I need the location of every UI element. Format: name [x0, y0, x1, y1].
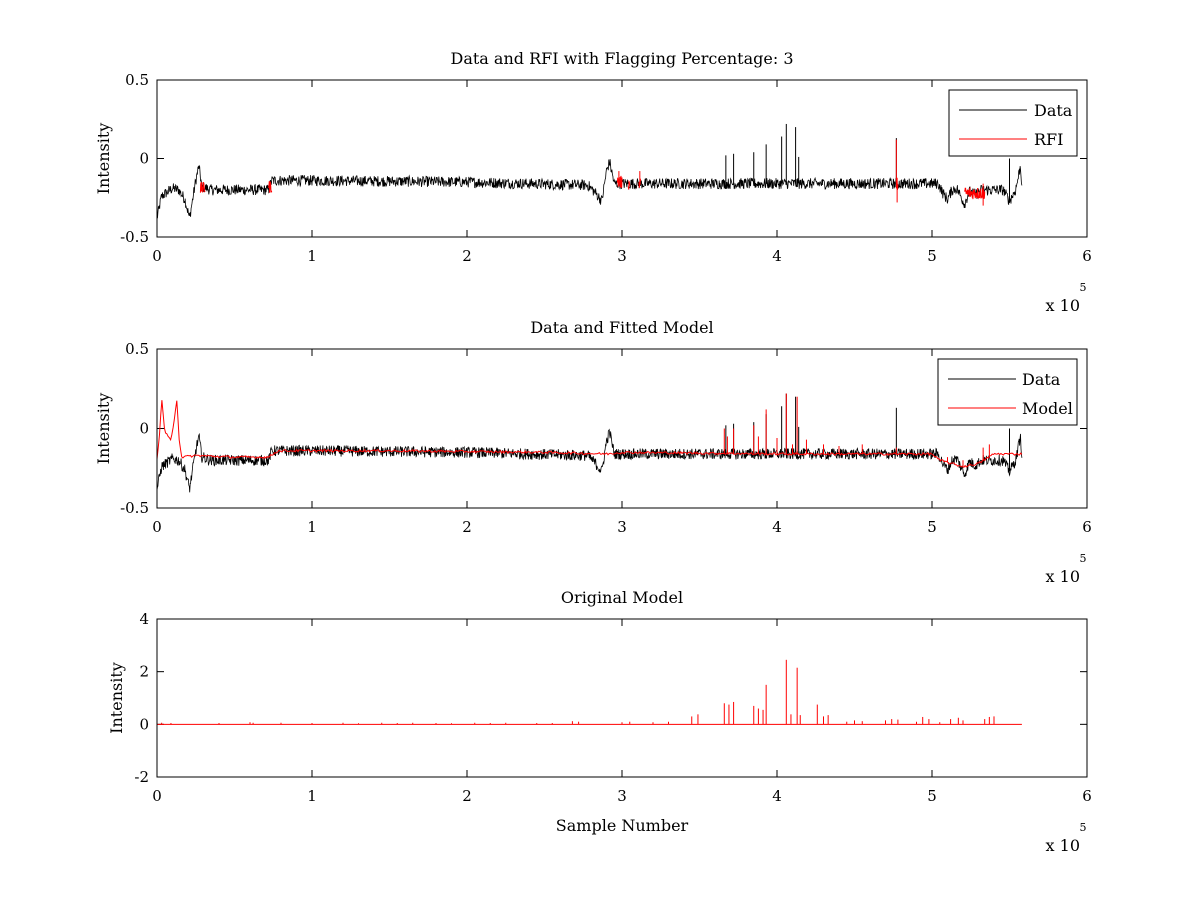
legend-label-data: Data — [1022, 370, 1061, 389]
legend-label-model: Model — [1022, 399, 1073, 418]
x-axis-multiplier: x 10 — [1046, 567, 1080, 586]
x-tick-label: 0 — [152, 787, 162, 805]
legend-box — [948, 89, 1078, 157]
y-tick-label: -2 — [134, 768, 149, 786]
plot-frame — [156, 618, 1088, 778]
y-axis-label: Intensity — [94, 393, 113, 465]
x-tick-label: 4 — [772, 247, 782, 265]
legend: Data Model — [937, 358, 1078, 426]
series-rfi-segment — [268, 181, 273, 193]
x-axis-multiplier: x 10 — [1046, 296, 1080, 315]
y-tick-label: 4 — [139, 610, 149, 628]
x-tick-label: 6 — [1082, 518, 1092, 536]
x-tick-label: 4 — [772, 518, 782, 536]
plot-content — [157, 123, 1023, 219]
plot-frame — [156, 79, 1088, 238]
x-tick-label: 3 — [617, 787, 627, 805]
y-tick-label: -0.5 — [120, 228, 149, 246]
plot-content — [157, 393, 1023, 493]
x-tick-label: 1 — [307, 787, 317, 805]
x-tick-label: 3 — [617, 247, 627, 265]
x-axis-exponent: 5 — [1080, 821, 1087, 834]
y-tick-label: 0 — [139, 420, 149, 438]
x-tick-label: 4 — [772, 787, 782, 805]
chart-title: Data and Fitted Model — [530, 318, 713, 337]
x-tick-label: 2 — [462, 518, 472, 536]
y-tick-label: 0 — [139, 150, 149, 168]
x-axis-multiplier: x 10 — [1046, 836, 1080, 855]
x-tick-label: 1 — [307, 247, 317, 265]
x-tick-label: 2 — [462, 247, 472, 265]
legend-label-data: Data — [1034, 101, 1073, 120]
x-tick-label: 3 — [617, 518, 627, 536]
x-tick-label: 5 — [927, 787, 937, 805]
series-rfi-segment — [627, 179, 631, 190]
chart-title: Original Model — [561, 588, 683, 607]
plot-frame — [156, 348, 1088, 509]
x-axis-label: Sample Number — [556, 816, 689, 835]
series-model — [157, 400, 1023, 469]
y-tick-label: -0.5 — [120, 499, 149, 517]
x-tick-label: 5 — [927, 247, 937, 265]
series-rfi-segment — [964, 186, 986, 200]
x-axis-exponent: 5 — [1080, 281, 1087, 294]
x-tick-label: 6 — [1082, 247, 1092, 265]
plot-area — [157, 80, 1087, 237]
x-tick-label: 5 — [927, 518, 937, 536]
y-tick-label: 0.5 — [125, 340, 149, 358]
series-data — [157, 159, 1023, 219]
plot-area — [157, 349, 1087, 508]
legend-box — [937, 358, 1078, 426]
x-tick-label: 6 — [1082, 787, 1092, 805]
y-tick-label: 0.5 — [125, 71, 149, 89]
y-tick-label: 2 — [139, 663, 149, 681]
series-rfi-segment — [199, 181, 206, 193]
x-tick-label: 0 — [152, 247, 162, 265]
x-tick-label: 0 — [152, 518, 162, 536]
series-rfi-segment — [616, 175, 623, 188]
legend-label-rfi: RFI — [1034, 130, 1063, 149]
y-axis-label: Intensity — [107, 662, 126, 734]
y-tick-label: 0 — [139, 715, 149, 733]
x-axis-exponent: 5 — [1080, 552, 1087, 565]
chart-title: Data and RFI with Flagging Percentage: 3 — [450, 49, 793, 68]
legend: Data RFI — [948, 89, 1078, 157]
x-tick-label: 2 — [462, 787, 472, 805]
y-axis-label: Intensity — [94, 123, 113, 195]
x-tick-label: 1 — [307, 518, 317, 536]
plot-area — [157, 619, 1087, 777]
plot-content — [157, 659, 1022, 725]
